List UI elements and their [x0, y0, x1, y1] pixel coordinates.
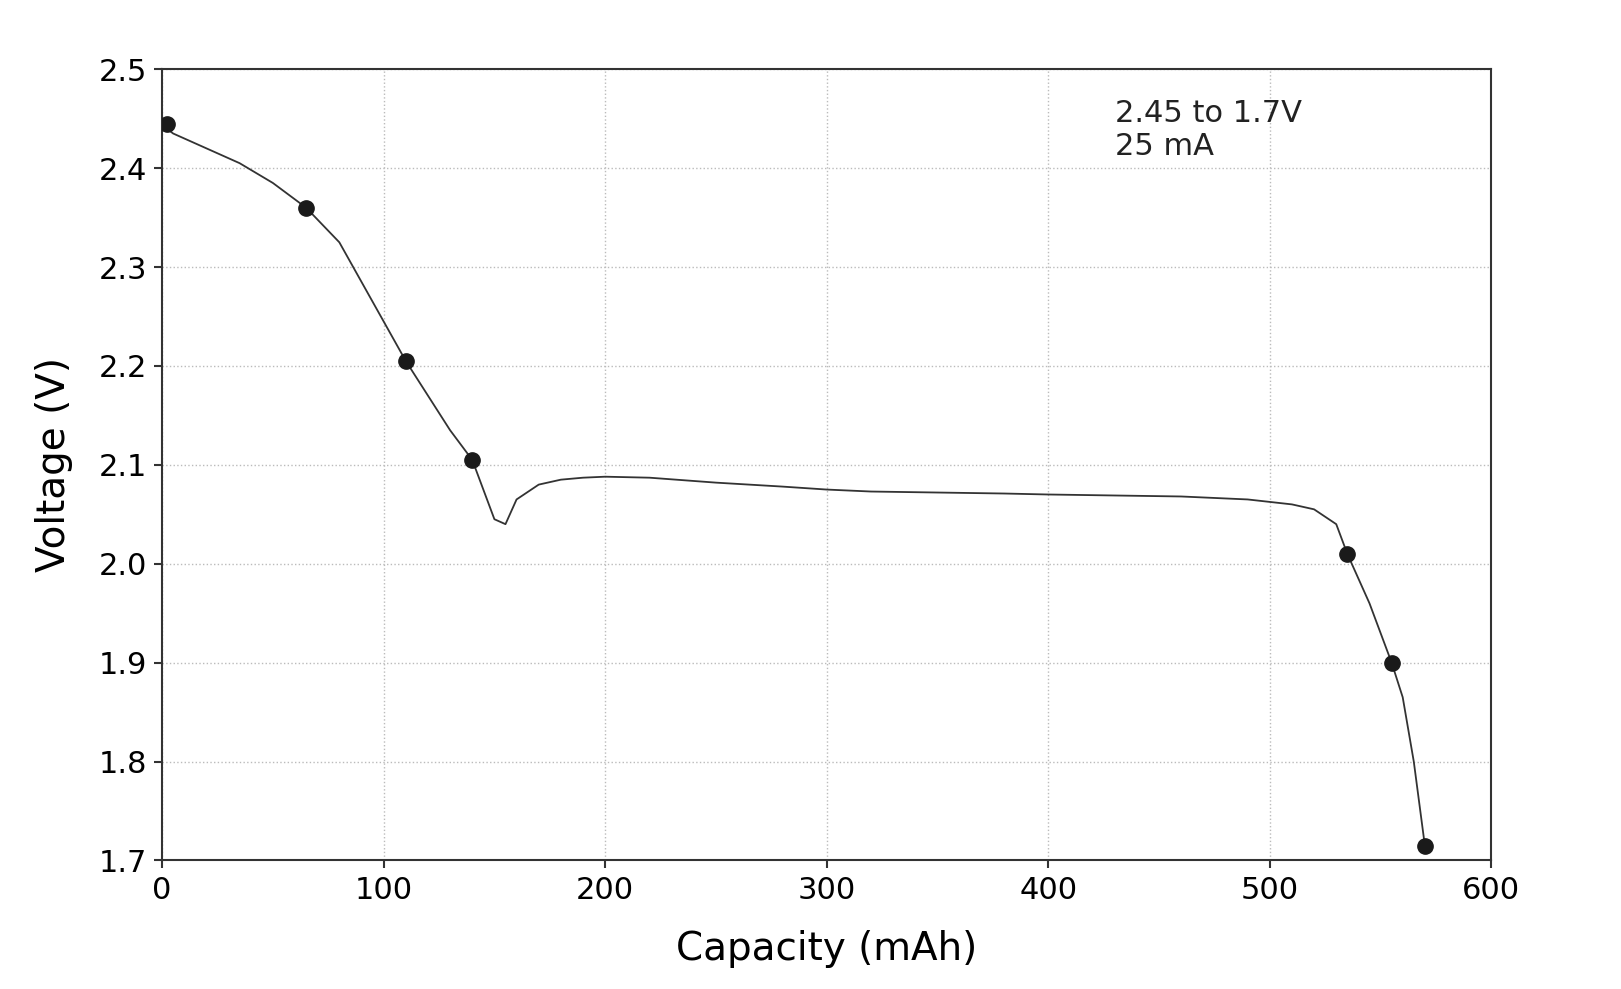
Text: 2.45 to 1.7V
25 mA: 2.45 to 1.7V 25 mA — [1115, 99, 1302, 161]
Y-axis label: Voltage (V): Voltage (V) — [36, 357, 73, 573]
X-axis label: Capacity (mAh): Capacity (mAh) — [676, 930, 977, 967]
